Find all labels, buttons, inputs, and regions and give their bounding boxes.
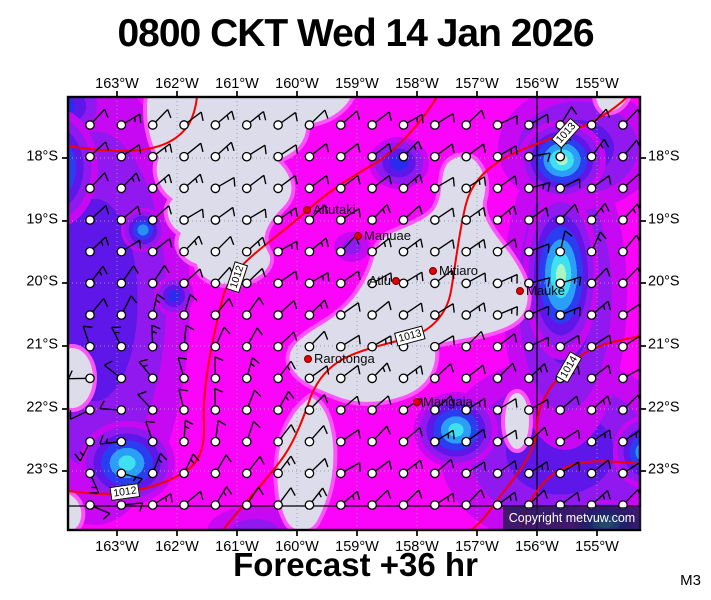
lat-label-left: 18°S <box>26 148 58 165</box>
lon-label-top: 158°W <box>395 76 439 92</box>
rain-max-east-band <box>523 190 599 360</box>
lon-label-bottom: 160°W <box>275 539 319 555</box>
lon-label-top: 156°W <box>515 76 559 92</box>
map-border <box>66 95 642 532</box>
lat-label-right: 21°S <box>648 336 680 353</box>
place-dot <box>413 398 421 406</box>
place-label: Atiu <box>368 273 391 289</box>
lon-label-bottom: 157°W <box>455 539 499 555</box>
place-dot <box>516 287 524 295</box>
place-label: Manuae <box>364 228 411 244</box>
forecast-hour-label: Forecast +36 hr <box>233 546 478 583</box>
place-dot <box>303 206 311 214</box>
lat-label-right: 20°S <box>648 273 680 290</box>
lon-label-bottom: 156°W <box>515 539 559 555</box>
lat-label-left: 19°S <box>26 211 58 228</box>
copyright-notice: Copyright metvuw.com <box>503 507 641 529</box>
place-label: Mangaia <box>423 394 473 410</box>
lon-label-bottom: 161°W <box>215 539 259 555</box>
wind-barbs <box>68 106 640 520</box>
place-dot <box>429 267 437 275</box>
lon-label-bottom: 155°W <box>575 539 619 555</box>
lon-label-top: 155°W <box>575 76 619 92</box>
model-id-label: M3 <box>680 572 701 589</box>
axis-ticks <box>62 91 646 536</box>
lat-label-left: 20°S <box>26 273 58 290</box>
lat-label-left: 21°S <box>26 336 58 353</box>
isobar-1013 <box>222 97 628 530</box>
place-label: Aitutaki <box>313 202 356 218</box>
lon-label-bottom: 163°W <box>95 539 139 555</box>
lat-label-left: 22°S <box>26 399 58 416</box>
graticule <box>68 97 640 530</box>
lon-label-top: 162°W <box>155 76 199 92</box>
rain-max-left-edge <box>68 110 98 226</box>
lon-label-top: 159°W <box>335 76 379 92</box>
place-label: Mitiaro <box>439 263 479 279</box>
place-dot <box>392 277 400 285</box>
place-label: Mauke <box>526 283 566 299</box>
lat-label-right: 23°S <box>648 461 680 478</box>
lat-label-left: 23°S <box>26 461 58 478</box>
rain-field <box>68 97 640 530</box>
place-dot <box>354 232 362 240</box>
lat-label-right: 19°S <box>648 211 680 228</box>
lon-label-top: 161°W <box>215 76 259 92</box>
lat-label-right: 18°S <box>648 148 680 165</box>
lon-label-top: 157°W <box>455 76 499 92</box>
page-title: 0800 CKT Wed 14 Jan 2026 <box>117 12 594 55</box>
lon-label-bottom: 158°W <box>395 539 439 555</box>
place-label: Rarotonga <box>314 351 375 367</box>
lon-label-bottom: 159°W <box>335 539 379 555</box>
lon-label-top: 163°W <box>95 76 139 92</box>
lat-label-right: 22°S <box>648 399 680 416</box>
isobar-1012 <box>68 97 438 495</box>
place-dot <box>304 355 312 363</box>
lon-label-bottom: 162°W <box>155 539 199 555</box>
lon-label-top: 160°W <box>275 76 319 92</box>
